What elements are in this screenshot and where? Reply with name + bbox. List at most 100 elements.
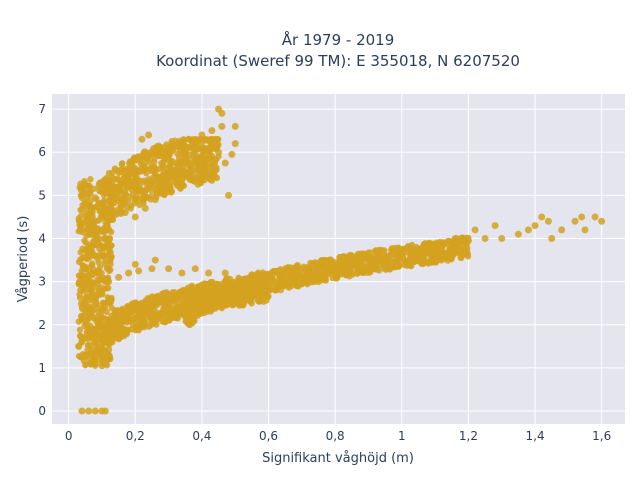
scatter-point: [139, 189, 147, 196]
scatter-point: [145, 131, 153, 139]
scatter-point: [83, 361, 90, 368]
x-tick-label: 0: [65, 429, 73, 443]
scatter-point: [101, 407, 109, 415]
scatter-point: [148, 265, 156, 273]
scatter-point: [375, 247, 382, 255]
scatter-point: [198, 295, 206, 303]
scatter-point: [213, 138, 220, 146]
scatter-point: [98, 183, 106, 191]
scatter-point: [95, 200, 103, 208]
scatter-point: [221, 269, 229, 277]
scatter-point: [243, 281, 250, 288]
scatter-point: [113, 324, 121, 331]
scatter-point: [161, 187, 169, 195]
scatter-point: [141, 319, 149, 327]
scatter-point: [187, 165, 195, 173]
scatter-point: [591, 213, 599, 221]
scatter-point: [531, 222, 539, 230]
scatter-point: [459, 252, 466, 259]
scatter-point: [263, 286, 271, 294]
scatter-point: [581, 226, 589, 234]
scatter-point: [231, 122, 239, 130]
scatter-point: [95, 269, 103, 277]
scatter-point: [115, 273, 123, 281]
scatter-point: [135, 321, 143, 329]
scatter-point: [162, 177, 169, 185]
scatter-point: [306, 268, 313, 276]
scatter-point: [398, 247, 406, 255]
scatter-point: [88, 312, 96, 320]
scatter-point: [81, 351, 89, 359]
scatter-point: [85, 329, 93, 337]
scatter-point: [86, 188, 93, 195]
scatter-point: [105, 169, 113, 177]
scatter-point: [399, 253, 406, 261]
scatter-point: [237, 295, 244, 303]
scatter-point: [98, 362, 106, 370]
scatter-point: [558, 226, 566, 234]
x-tick-label: 1: [398, 429, 406, 443]
scatter-point: [105, 278, 113, 286]
scatter-point: [287, 278, 294, 285]
scatter-point: [121, 311, 128, 318]
scatter-point: [142, 166, 149, 173]
scatter-point: [275, 267, 283, 274]
scatter-point: [180, 292, 188, 300]
scatter-point: [146, 159, 153, 166]
scatter-point: [106, 198, 114, 206]
scatter-point: [103, 324, 111, 332]
scatter-point: [263, 297, 270, 304]
scatter-point: [211, 144, 219, 152]
scatter-point: [284, 264, 292, 271]
scatter-point: [75, 342, 83, 350]
scatter-point: [215, 105, 223, 113]
scatter-point: [114, 206, 122, 213]
scatter-point: [200, 284, 208, 291]
scatter-point: [257, 275, 265, 283]
scatter-point: [121, 329, 129, 337]
scatter-point: [436, 238, 444, 246]
scatter-point: [201, 177, 208, 184]
y-tick-label: 1: [38, 361, 46, 375]
scatter-point: [233, 281, 240, 288]
scatter-point: [107, 254, 115, 262]
scatter-point: [471, 226, 479, 234]
scatter-point: [121, 170, 129, 178]
scatter-point: [181, 148, 189, 156]
scatter-point: [88, 306, 95, 313]
scatter-point: [578, 213, 586, 221]
scatter-point: [208, 127, 216, 135]
scatter-point: [185, 135, 193, 143]
scatter-point: [91, 407, 99, 415]
scatter-point: [156, 182, 163, 189]
scatter-point: [165, 152, 173, 160]
scatter-point: [87, 176, 94, 183]
scatter-point: [354, 263, 361, 270]
scatter-point: [175, 140, 183, 148]
scatter-point: [155, 188, 163, 196]
scatter-point: [408, 244, 415, 252]
scatter-point: [148, 164, 155, 172]
scatter-point: [145, 299, 152, 307]
scatter-point: [172, 166, 179, 173]
scatter-point: [83, 245, 90, 253]
scatter-point: [598, 217, 606, 225]
scatter-point: [231, 298, 238, 306]
scatter-point: [95, 235, 103, 243]
scatter-point: [131, 199, 138, 207]
scatter-point: [455, 243, 462, 251]
scatter-point: [388, 246, 395, 254]
scatter-point: [548, 235, 556, 243]
scatter-point: [213, 280, 220, 288]
scatter-point: [205, 269, 213, 277]
scatter-point: [164, 297, 172, 305]
scatter-point: [128, 325, 136, 333]
scatter-point: [161, 312, 169, 320]
scatter-point: [181, 286, 189, 294]
scatter-point: [182, 158, 190, 165]
scatter-point: [129, 316, 136, 324]
x-tick-label: 1,4: [526, 429, 545, 443]
scatter-point: [538, 213, 546, 221]
scatter-point: [192, 136, 199, 143]
scatter-point: [221, 159, 229, 167]
